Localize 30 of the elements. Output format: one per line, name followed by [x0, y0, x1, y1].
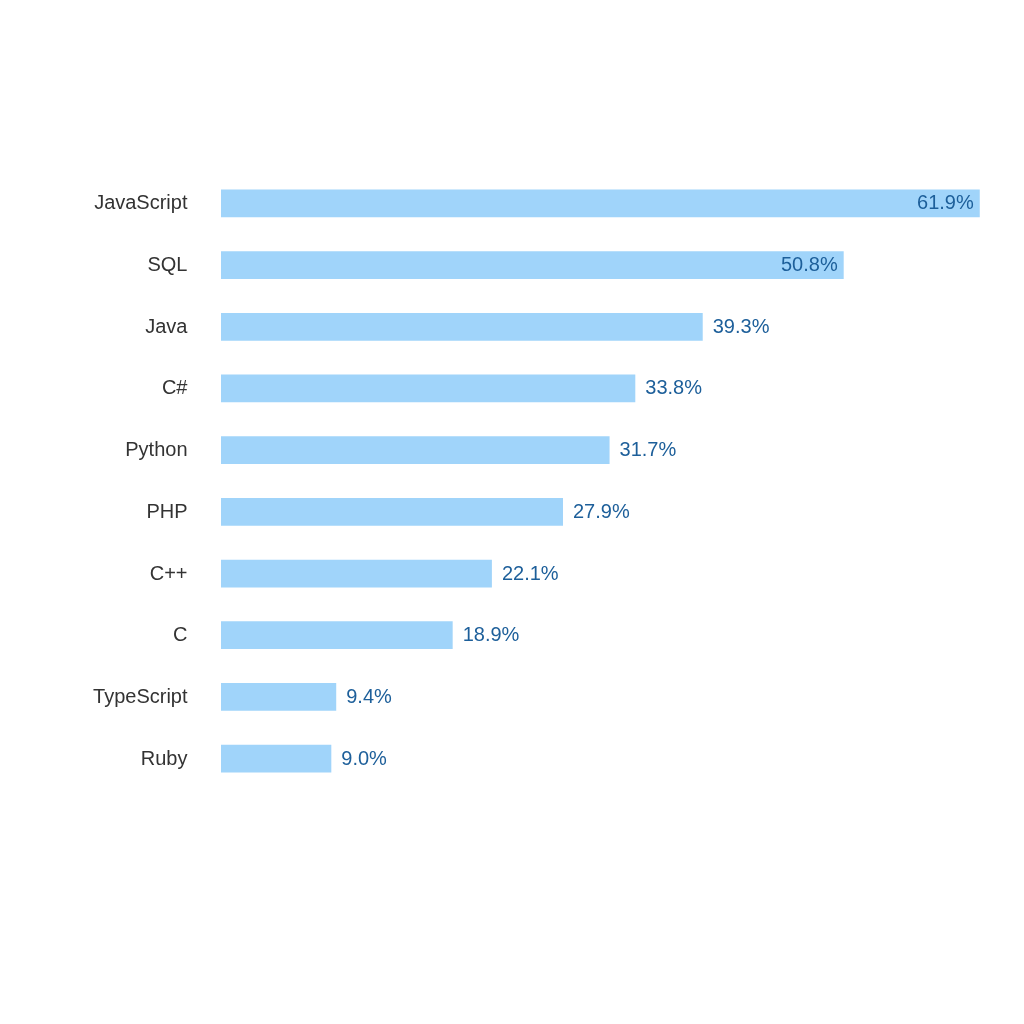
data-label: 9.4% [346, 684, 393, 707]
y-tick-label: C++ [149, 561, 188, 584]
data-label: 9.0% [341, 746, 388, 769]
bar [221, 312, 703, 341]
bar [221, 683, 337, 711]
bar [221, 621, 453, 650]
bar [221, 744, 332, 773]
y-tick-label: Ruby [140, 746, 188, 769]
data-label: 50.8% [780, 253, 838, 276]
bar [221, 559, 492, 588]
y-tick-label: C# [161, 376, 189, 399]
data-label: 33.8% [645, 376, 703, 399]
data-label: 27.9% [572, 499, 630, 522]
data-label: 18.9% [462, 623, 520, 646]
data-label: 22.1% [501, 561, 559, 584]
bar [221, 436, 610, 465]
data-label: 31.7% [619, 438, 677, 461]
y-tick-label: Python [125, 438, 188, 461]
data-label: 39.3% [712, 314, 770, 337]
y-tick-label: TypeScript [93, 684, 188, 707]
y-tick-label: C [173, 623, 188, 646]
y-tick-label: JavaScript [94, 191, 188, 214]
y-tick-label: SQL [147, 253, 188, 276]
y-tick-label: PHP [146, 499, 188, 522]
data-label: 61.9% [917, 191, 974, 214]
bar [221, 251, 844, 279]
bar [221, 189, 980, 218]
bar [221, 497, 563, 526]
y-tick-label: Java [145, 314, 189, 337]
bar [221, 374, 636, 403]
